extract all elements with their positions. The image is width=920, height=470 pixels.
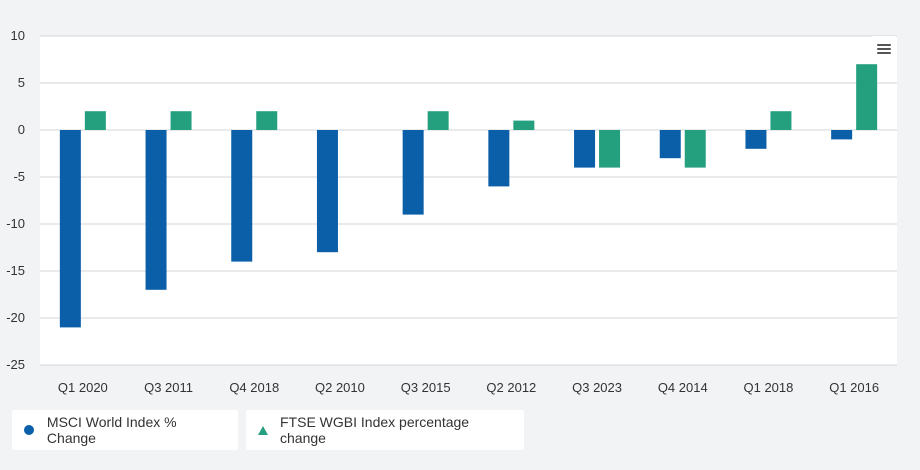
chart-svg: 10 5 0 -5 -10 -15 -20 -25 Q1 2020 Q3 2011 Q4 2018 Q… xyxy=(6,28,897,395)
y-tick-label: -20 xyxy=(6,310,25,325)
y-tick-label: 10 xyxy=(11,28,25,43)
x-tick-label: Q1 2016 xyxy=(829,380,879,395)
legend-label-ftse: FTSE WGBI Index percentage change xyxy=(280,414,470,446)
chart: 10 5 0 -5 -10 -15 -20 -25 Q1 2020 Q3 2011 Q4 2018 Q… xyxy=(6,28,897,395)
bar-ftse xyxy=(256,111,278,130)
legend-label-msci: MSCI World Index % Change xyxy=(46,414,177,446)
x-tick-label: Q3 2011 xyxy=(144,380,193,395)
bar-ftse xyxy=(84,111,106,130)
bar-ftse xyxy=(513,120,535,130)
bar-msci xyxy=(145,130,167,290)
bar-msci xyxy=(59,130,81,328)
triangle-icon xyxy=(258,425,268,435)
x-tick-label: Q2 2012 xyxy=(486,380,536,395)
x-tick-label: Q4 2014 xyxy=(658,380,708,395)
y-tick-label: -25 xyxy=(6,357,25,372)
bar-ftse xyxy=(770,111,792,130)
bar-msci xyxy=(402,130,424,215)
bar-ftse xyxy=(170,111,192,130)
bar-ftse xyxy=(856,64,878,130)
bar-ftse xyxy=(427,111,449,130)
x-tick-label: Q1 2018 xyxy=(744,380,794,395)
circle-icon xyxy=(24,425,34,435)
y-tick-label: 0 xyxy=(18,122,25,137)
x-tick-label: Q3 2023 xyxy=(572,380,622,395)
bar-msci xyxy=(659,130,681,159)
hamburger-menu-icon xyxy=(877,44,891,54)
bar-msci xyxy=(745,130,767,149)
chart-menu-button[interactable] xyxy=(871,36,897,62)
legend-item-msci[interactable]: MSCI World Index % Change xyxy=(12,410,238,450)
bar-msci xyxy=(488,130,510,187)
bar-msci xyxy=(231,130,253,262)
bar-msci xyxy=(831,130,853,140)
y-tick-label: -15 xyxy=(6,263,25,278)
bar-ftse xyxy=(684,130,706,168)
y-tick-label: -5 xyxy=(13,169,25,184)
x-tick-label: Q1 2020 xyxy=(58,380,108,395)
y-tick-label: 5 xyxy=(18,75,25,90)
bar-msci xyxy=(316,130,338,253)
x-tick-label: Q4 2018 xyxy=(229,380,279,395)
y-tick-label: -10 xyxy=(6,216,25,231)
x-tick-label: Q2 2010 xyxy=(315,380,365,395)
x-tick-label: Q3 2015 xyxy=(401,380,451,395)
bar-msci xyxy=(574,130,596,168)
legend-item-ftse[interactable]: FTSE WGBI Index percentage change xyxy=(246,410,524,450)
plot-area xyxy=(40,36,897,365)
bar-ftse xyxy=(599,130,621,168)
